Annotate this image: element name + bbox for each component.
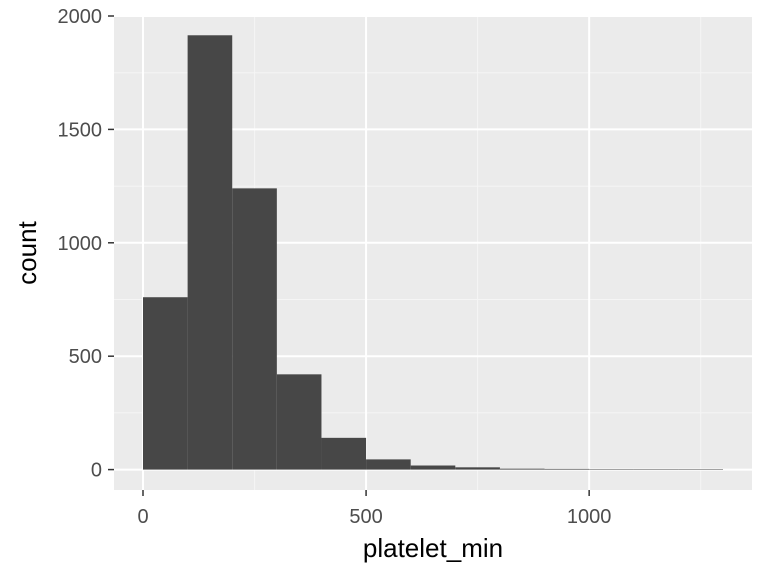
histogram-bar (276, 374, 322, 470)
histogram-bar (589, 469, 634, 470)
histogram-bar (455, 467, 500, 470)
x-tick-label: 0 (137, 506, 148, 528)
histogram-bar (678, 469, 723, 470)
y-tick-label: 1500 (58, 119, 103, 141)
histogram-bar (232, 188, 277, 470)
x-tick-label: 1000 (567, 506, 612, 528)
x-axis: 0 500 1000 (137, 490, 611, 528)
histogram-bar (143, 297, 188, 470)
histogram-bar (633, 469, 679, 470)
histogram-bar (187, 35, 233, 470)
y-axis: 0 500 1000 1500 2000 (58, 6, 114, 482)
y-tick-label: 500 (69, 346, 102, 368)
y-tick-label: 1000 (58, 233, 103, 255)
histogram-bar (366, 459, 411, 470)
y-tick-label: 2000 (58, 6, 103, 28)
y-axis-title: count (12, 220, 42, 284)
histogram-bar (410, 465, 456, 470)
histogram-bar (499, 468, 545, 470)
x-tick-label: 500 (349, 506, 382, 528)
y-tick-label: 0 (91, 460, 102, 482)
x-axis-title: platelet_min (363, 533, 503, 563)
histogram-bars (143, 35, 723, 470)
histogram-bar (544, 468, 590, 470)
histogram-bar (321, 437, 367, 470)
